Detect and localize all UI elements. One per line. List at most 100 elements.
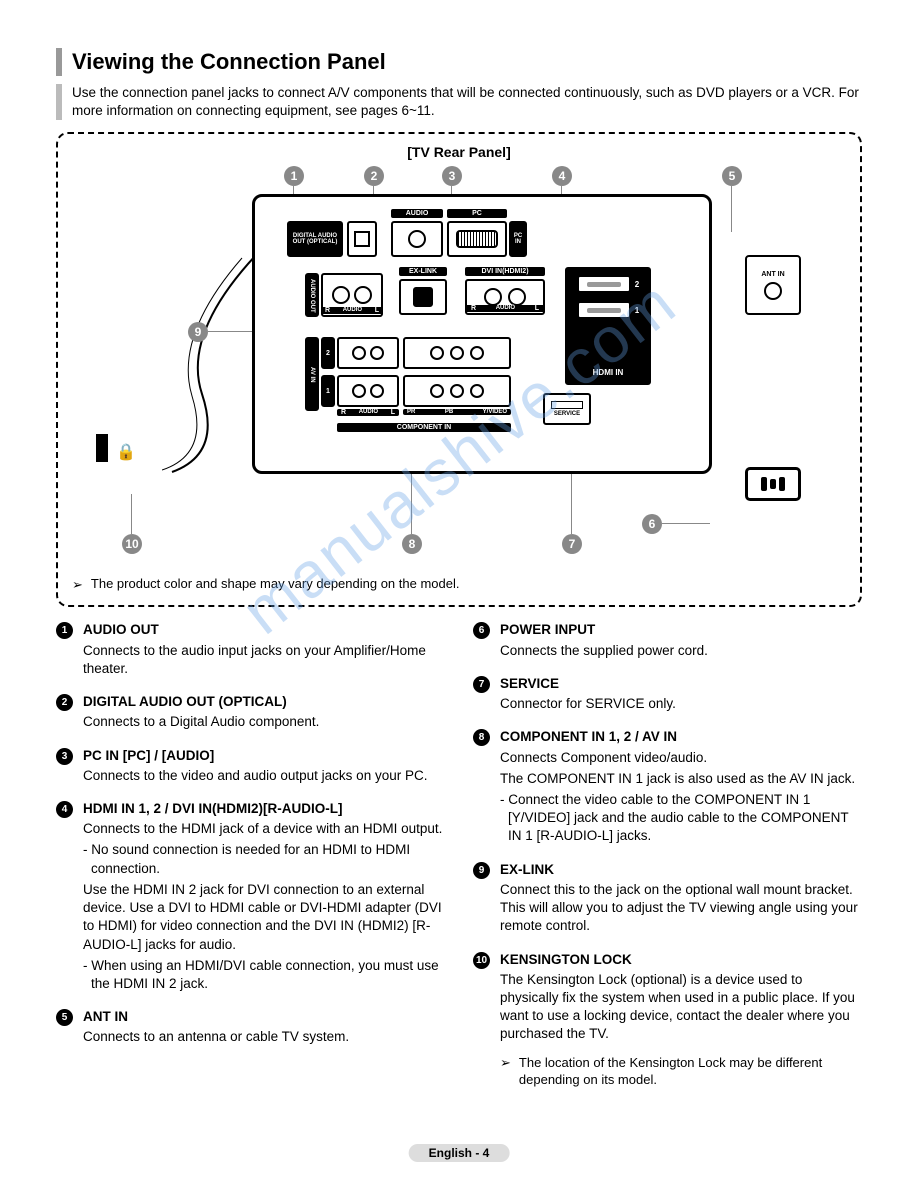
note-icon: ➢	[72, 578, 83, 591]
item-number-badge: 7	[473, 676, 490, 693]
pc-audio-port	[391, 221, 443, 257]
l-label: L	[391, 409, 395, 416]
item-body: COMPONENT IN 1, 2 / AV INConnects Compon…	[500, 728, 862, 848]
lock-icon: 🔒	[116, 442, 136, 462]
optical-port	[347, 221, 377, 257]
item-title: PC IN [PC] / [AUDIO]	[83, 747, 445, 765]
item-number-badge: 9	[473, 862, 490, 879]
callout-8: 8	[402, 534, 422, 554]
service-label: SERVICE	[554, 411, 580, 417]
item-body: HDMI IN 1, 2 / DVI IN(HDMI2)[R-AUDIO-L]C…	[83, 800, 445, 996]
item-body: POWER INPUTConnects the supplied power c…	[500, 621, 862, 662]
component-in-label: COMPONENT IN	[337, 423, 511, 432]
callout-1: 1	[284, 166, 304, 186]
ant-in-box: ANT IN	[745, 255, 801, 315]
item-body: SERVICE Connector for SERVICE only.	[500, 675, 862, 716]
intro-row: Use the connection panel jacks to connec…	[56, 84, 862, 120]
item-title: EX-LINK	[500, 861, 862, 879]
item-body: EX-LINK Connect this to the jack on the o…	[500, 861, 862, 939]
callout-4: 4	[552, 166, 572, 186]
item-paragraph: Connector for SERVICE only.	[500, 695, 862, 713]
item-note: ➢ The location of the Kensington Lock may…	[500, 1054, 862, 1089]
description-item: 5ANT INConnects to an antenna or cable T…	[56, 1008, 445, 1049]
antenna-port	[764, 282, 782, 300]
callout-7: 7	[562, 534, 582, 554]
r-label: R	[325, 307, 330, 314]
item-title: HDMI IN 1, 2 / DVI IN(HDMI2)[R-AUDIO-L]	[83, 800, 445, 818]
item-paragraph: Connects the supplied power cord.	[500, 642, 862, 660]
description-item: 10KENSINGTON LOCKThe Kensington Lock (op…	[473, 951, 862, 1089]
callout-10: 10	[122, 534, 142, 554]
item-number-badge: 6	[473, 622, 490, 639]
item-number-badge: 4	[56, 801, 73, 818]
item-paragraph: Connect this to the jack on the optional…	[500, 881, 862, 936]
description-item: 3 PC IN [PC] / [AUDIO]Connects to the vid…	[56, 747, 445, 788]
description-item: 1 AUDIO OUTConnects to the audio input ja…	[56, 621, 445, 681]
two-label: 2	[635, 280, 639, 289]
exlink-label: EX-LINK	[399, 267, 447, 276]
item-paragraph: The COMPONENT IN 1 jack is also used as …	[500, 770, 862, 788]
note-text: The location of the Kensington Lock may …	[519, 1054, 862, 1089]
bracket-icon	[96, 434, 108, 462]
item-number-badge: 3	[56, 748, 73, 765]
digital-audio-out-label: DIGITAL AUDIO OUT (OPTICAL)	[287, 221, 343, 257]
audio-small-label: AUDIO	[496, 305, 515, 312]
page-footer: English - 4	[409, 1144, 510, 1162]
title-accent	[56, 48, 62, 76]
leader	[208, 331, 252, 332]
one-label: 1	[635, 306, 639, 315]
service-port: SERVICE	[543, 393, 591, 425]
callout-row-bottom: 10 8 7 6	[72, 494, 846, 566]
item-paragraph: Connects to a Digital Audio component.	[83, 713, 445, 731]
dvi-in-label: DVI IN(HDMI2)	[465, 267, 545, 276]
hdmi-1-port	[577, 301, 631, 319]
leader	[571, 474, 572, 534]
description-columns: 1 AUDIO OUTConnects to the audio input ja…	[56, 621, 862, 1100]
hdmi-2-port	[577, 275, 631, 293]
item-title: KENSINGTON LOCK	[500, 951, 862, 969]
yvideo-label: Y/VIDEO	[483, 409, 507, 415]
callout-6: 6	[642, 514, 662, 534]
callout-3: 3	[442, 166, 462, 186]
r-label: R	[471, 305, 476, 312]
item-number-badge: 1	[56, 622, 73, 639]
panel-outer: 🔒 9 DIGITAL AUDIO OUT (OPTICAL) AUDIO PC…	[72, 194, 846, 494]
item-paragraph: - When using an HDMI/DVI cable connectio…	[83, 957, 445, 993]
leader	[662, 523, 710, 524]
item-title: AUDIO OUT	[83, 621, 445, 639]
audio-small-label: AUDIO	[359, 409, 378, 416]
comp2-video	[403, 337, 511, 369]
vga-port	[447, 221, 507, 257]
note-icon: ➢	[500, 1056, 511, 1069]
description-item: 6 POWER INPUTConnects the supplied power …	[473, 621, 862, 662]
diagram-note: ➢ The product color and shape may vary d…	[72, 576, 846, 591]
item-title: SERVICE	[500, 675, 862, 693]
description-item: 8 COMPONENT IN 1, 2 / AV INConnects Compo…	[473, 728, 862, 848]
callout-row-top: 1 2 3 4 5	[72, 166, 846, 194]
pr-label: PR	[407, 409, 415, 415]
item-paragraph: Use the HDMI IN 2 jack for DVI connectio…	[83, 881, 445, 954]
intro-text: Use the connection panel jacks to connec…	[72, 84, 862, 120]
note-text: The product color and shape may vary dep…	[91, 576, 460, 591]
intro-accent	[56, 84, 62, 120]
comp1-video	[403, 375, 511, 407]
item-body: AUDIO OUTConnects to the audio input jac…	[83, 621, 445, 681]
callout-5: 5	[722, 166, 742, 186]
item-title: ANT IN	[83, 1008, 445, 1026]
description-item: 9 EX-LINK Connect this to the jack on the …	[473, 861, 862, 939]
page-title: Viewing the Connection Panel	[72, 49, 386, 75]
item-number-badge: 8	[473, 729, 490, 746]
audio-small-label: AUDIO	[343, 307, 362, 314]
item-body: PC IN [PC] / [AUDIO]Connects to the vide…	[83, 747, 445, 788]
item-paragraph: - Connect the video cable to the COMPONE…	[500, 791, 862, 846]
item-paragraph: - No sound connection is needed for an H…	[83, 841, 445, 877]
leader	[131, 494, 132, 534]
hdmi-in-label: HDMI IN	[593, 368, 624, 377]
left-column: 1 AUDIO OUTConnects to the audio input ja…	[56, 621, 445, 1100]
r-label: R	[341, 409, 346, 416]
two-label: 2	[321, 337, 335, 369]
title-bar: Viewing the Connection Panel	[56, 48, 862, 76]
description-item: 7 SERVICE Connector for SERVICE only.	[473, 675, 862, 716]
item-body: KENSINGTON LOCKThe Kensington Lock (opti…	[500, 951, 862, 1089]
item-body: ANT INConnects to an antenna or cable TV…	[83, 1008, 445, 1049]
